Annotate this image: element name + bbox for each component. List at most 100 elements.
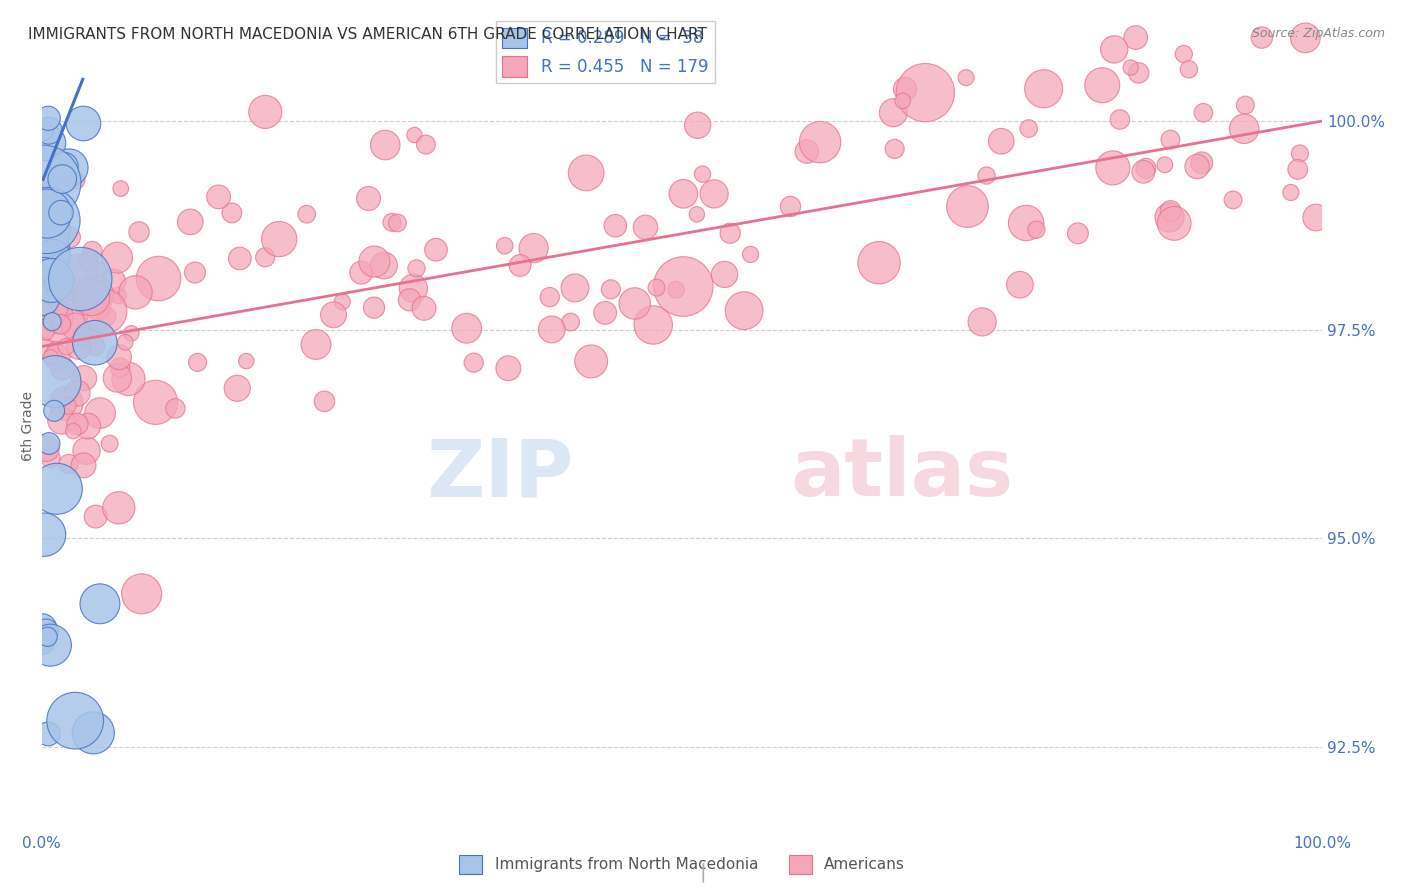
Point xyxy=(34,324,56,338)
Point xyxy=(86,300,108,314)
Point xyxy=(1135,161,1157,176)
Point xyxy=(1159,133,1181,147)
Point xyxy=(645,280,668,294)
Point xyxy=(96,310,118,324)
Point xyxy=(39,184,62,198)
Point xyxy=(45,482,67,496)
Point xyxy=(105,251,128,265)
Point xyxy=(35,206,58,220)
Point xyxy=(145,395,167,409)
Point xyxy=(498,361,520,376)
Point xyxy=(32,123,55,137)
Point xyxy=(564,281,586,295)
Point xyxy=(148,271,170,285)
Point xyxy=(672,279,695,293)
Point xyxy=(32,176,55,190)
Point xyxy=(83,335,105,350)
Point xyxy=(1091,78,1114,93)
Point xyxy=(77,254,100,268)
Point xyxy=(254,104,277,119)
Point xyxy=(110,181,132,195)
Point xyxy=(207,190,229,204)
Point xyxy=(1018,121,1040,136)
Point xyxy=(305,337,328,351)
Point xyxy=(538,290,561,304)
Point xyxy=(94,304,117,318)
Point xyxy=(62,424,84,438)
Point xyxy=(32,341,55,355)
Point xyxy=(560,315,582,329)
Point xyxy=(703,186,725,201)
Point xyxy=(605,219,627,233)
Point xyxy=(955,70,977,85)
Point xyxy=(1163,216,1185,230)
Point xyxy=(404,128,426,142)
Point xyxy=(322,308,344,322)
Point xyxy=(165,401,187,416)
Point xyxy=(1286,162,1309,177)
Point xyxy=(398,293,420,307)
Point xyxy=(1160,204,1182,219)
Point xyxy=(868,256,890,270)
Point xyxy=(1119,61,1142,75)
Point xyxy=(523,241,546,255)
Point xyxy=(84,339,107,353)
Point xyxy=(593,306,616,320)
Point xyxy=(31,621,53,635)
Point xyxy=(44,375,66,389)
Point xyxy=(373,259,395,273)
Point xyxy=(740,247,762,261)
Point xyxy=(72,116,94,130)
Point xyxy=(1233,121,1256,136)
Point xyxy=(80,290,103,304)
Point xyxy=(1294,30,1316,45)
Point xyxy=(72,330,94,344)
Point xyxy=(1305,211,1327,225)
Point xyxy=(108,350,131,364)
Point xyxy=(38,124,60,138)
Point xyxy=(357,192,380,206)
Y-axis label: 6th Grade: 6th Grade xyxy=(21,391,35,461)
Point xyxy=(221,206,243,220)
Point xyxy=(51,361,73,376)
Point xyxy=(37,176,59,190)
Point xyxy=(894,82,917,96)
Point xyxy=(34,263,56,277)
Point xyxy=(187,355,209,369)
Point xyxy=(91,304,114,318)
Point xyxy=(796,145,818,159)
Point xyxy=(229,252,252,266)
Point xyxy=(1015,216,1038,230)
Point xyxy=(55,396,77,410)
Point xyxy=(1008,277,1031,292)
Point xyxy=(65,319,87,334)
Point xyxy=(599,282,621,296)
Point xyxy=(634,220,657,235)
Point xyxy=(35,442,58,456)
Point xyxy=(32,224,55,238)
Point xyxy=(41,271,63,285)
Point xyxy=(44,404,66,418)
Point xyxy=(226,381,249,395)
Point xyxy=(413,301,436,316)
Point xyxy=(463,356,485,370)
Point xyxy=(101,275,124,289)
Point xyxy=(1289,146,1312,161)
Point xyxy=(58,161,80,175)
Point xyxy=(686,118,709,132)
Point xyxy=(883,142,905,156)
Point xyxy=(42,249,65,263)
Point xyxy=(76,328,98,343)
Point xyxy=(89,406,111,420)
Point xyxy=(38,436,60,450)
Legend: Immigrants from North Macedonia, Americans: Immigrants from North Macedonia, America… xyxy=(453,849,911,880)
Point xyxy=(42,276,65,290)
Point xyxy=(1234,98,1257,112)
Point xyxy=(55,340,77,354)
Point xyxy=(49,205,72,219)
Point xyxy=(808,135,831,149)
Point xyxy=(62,282,84,296)
Point xyxy=(67,297,90,311)
Point xyxy=(32,527,55,541)
Text: IMMIGRANTS FROM NORTH MACEDONIA VS AMERICAN 6TH GRADE CORRELATION CHART: IMMIGRANTS FROM NORTH MACEDONIA VS AMERI… xyxy=(28,27,707,42)
